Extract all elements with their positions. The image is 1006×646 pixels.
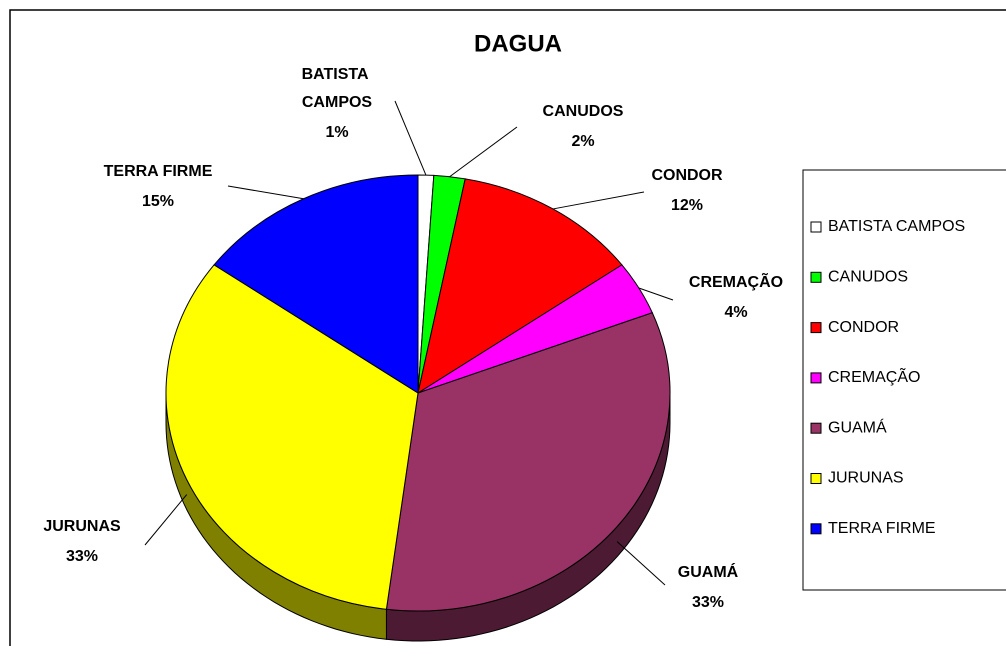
pie-tops — [165, 174, 671, 612]
legend-swatch — [810, 221, 822, 233]
slice-label: CANUDOS — [543, 103, 624, 120]
slice-label: JURUNAS — [43, 518, 121, 535]
slice-value-label: 4% — [724, 304, 747, 321]
slice-label: GUAMÁ — [678, 562, 739, 581]
slice-value-label: 33% — [692, 594, 724, 611]
slice-value-label: 2% — [571, 133, 594, 150]
legend-swatch — [810, 523, 822, 535]
slice-value-label: 15% — [142, 193, 174, 210]
legend-label: CANUDOS — [828, 269, 908, 286]
slice-label: CONDOR — [651, 167, 723, 184]
leader-line — [552, 191, 645, 210]
legend-label: CONDOR — [828, 319, 899, 336]
legend-label: GUAMÁ — [828, 417, 887, 436]
legend-swatch — [810, 271, 822, 283]
slice — [165, 264, 419, 610]
leader-line — [616, 541, 666, 586]
leader-line — [638, 287, 674, 301]
slice — [385, 312, 671, 612]
leader-line — [144, 494, 188, 546]
legend-label: JURUNAS — [828, 470, 904, 487]
legend-swatch — [810, 322, 822, 334]
slice-label: TERRA FIRME — [104, 163, 213, 180]
legend-swatch — [810, 372, 822, 384]
leader-line — [227, 185, 304, 200]
slice-value-label: 1% — [325, 124, 348, 141]
leader-line — [394, 100, 427, 176]
slice-label: BATISTA CAMPOS — [302, 66, 373, 111]
slice-value-label: 33% — [66, 548, 98, 565]
slice — [417, 178, 623, 395]
slice-value-label: 12% — [671, 197, 703, 214]
slice-label: CREMAÇÃO — [689, 271, 783, 291]
legend-label: TERRA FIRME — [828, 520, 936, 537]
legend-swatch — [810, 473, 822, 484]
legend-box — [802, 169, 1006, 591]
legend-swatch — [810, 422, 822, 434]
slice — [213, 174, 419, 394]
chart-title: DAGUA — [474, 30, 562, 57]
legend-label: BATISTA CAMPOS — [828, 218, 965, 235]
legend-label: CREMAÇÃO — [828, 366, 920, 386]
leader-line — [449, 126, 518, 178]
